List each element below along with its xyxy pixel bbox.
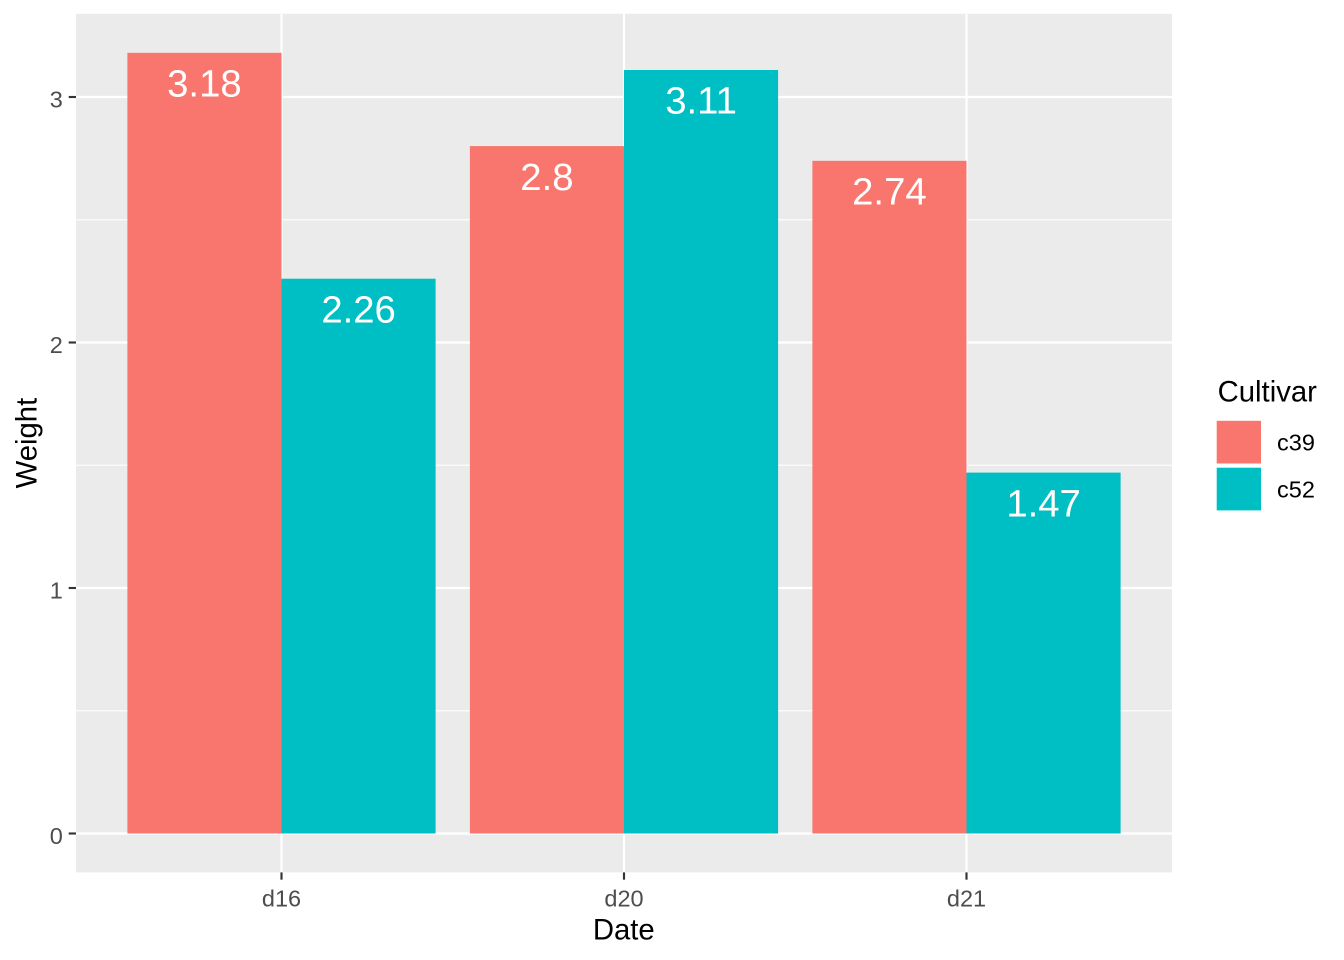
svg-text:d21: d21 [947,886,986,912]
svg-text:3: 3 [50,87,63,113]
svg-text:c52: c52 [1277,476,1315,502]
svg-text:3.18: 3.18 [167,63,242,106]
svg-text:2.74: 2.74 [852,171,927,214]
svg-text:2.8: 2.8 [520,156,573,199]
svg-text:2.26: 2.26 [321,288,396,331]
svg-text:1.47: 1.47 [1006,482,1081,525]
svg-text:1: 1 [50,578,63,604]
svg-text:d20: d20 [604,886,643,912]
svg-text:2: 2 [50,332,63,358]
svg-text:Cultivar: Cultivar [1218,376,1318,409]
svg-text:0: 0 [50,823,63,849]
svg-text:Date: Date [593,914,655,947]
svg-text:3.11: 3.11 [665,80,737,123]
svg-text:c39: c39 [1277,430,1315,456]
svg-text:d16: d16 [262,886,301,912]
svg-text:Weight: Weight [11,398,44,489]
